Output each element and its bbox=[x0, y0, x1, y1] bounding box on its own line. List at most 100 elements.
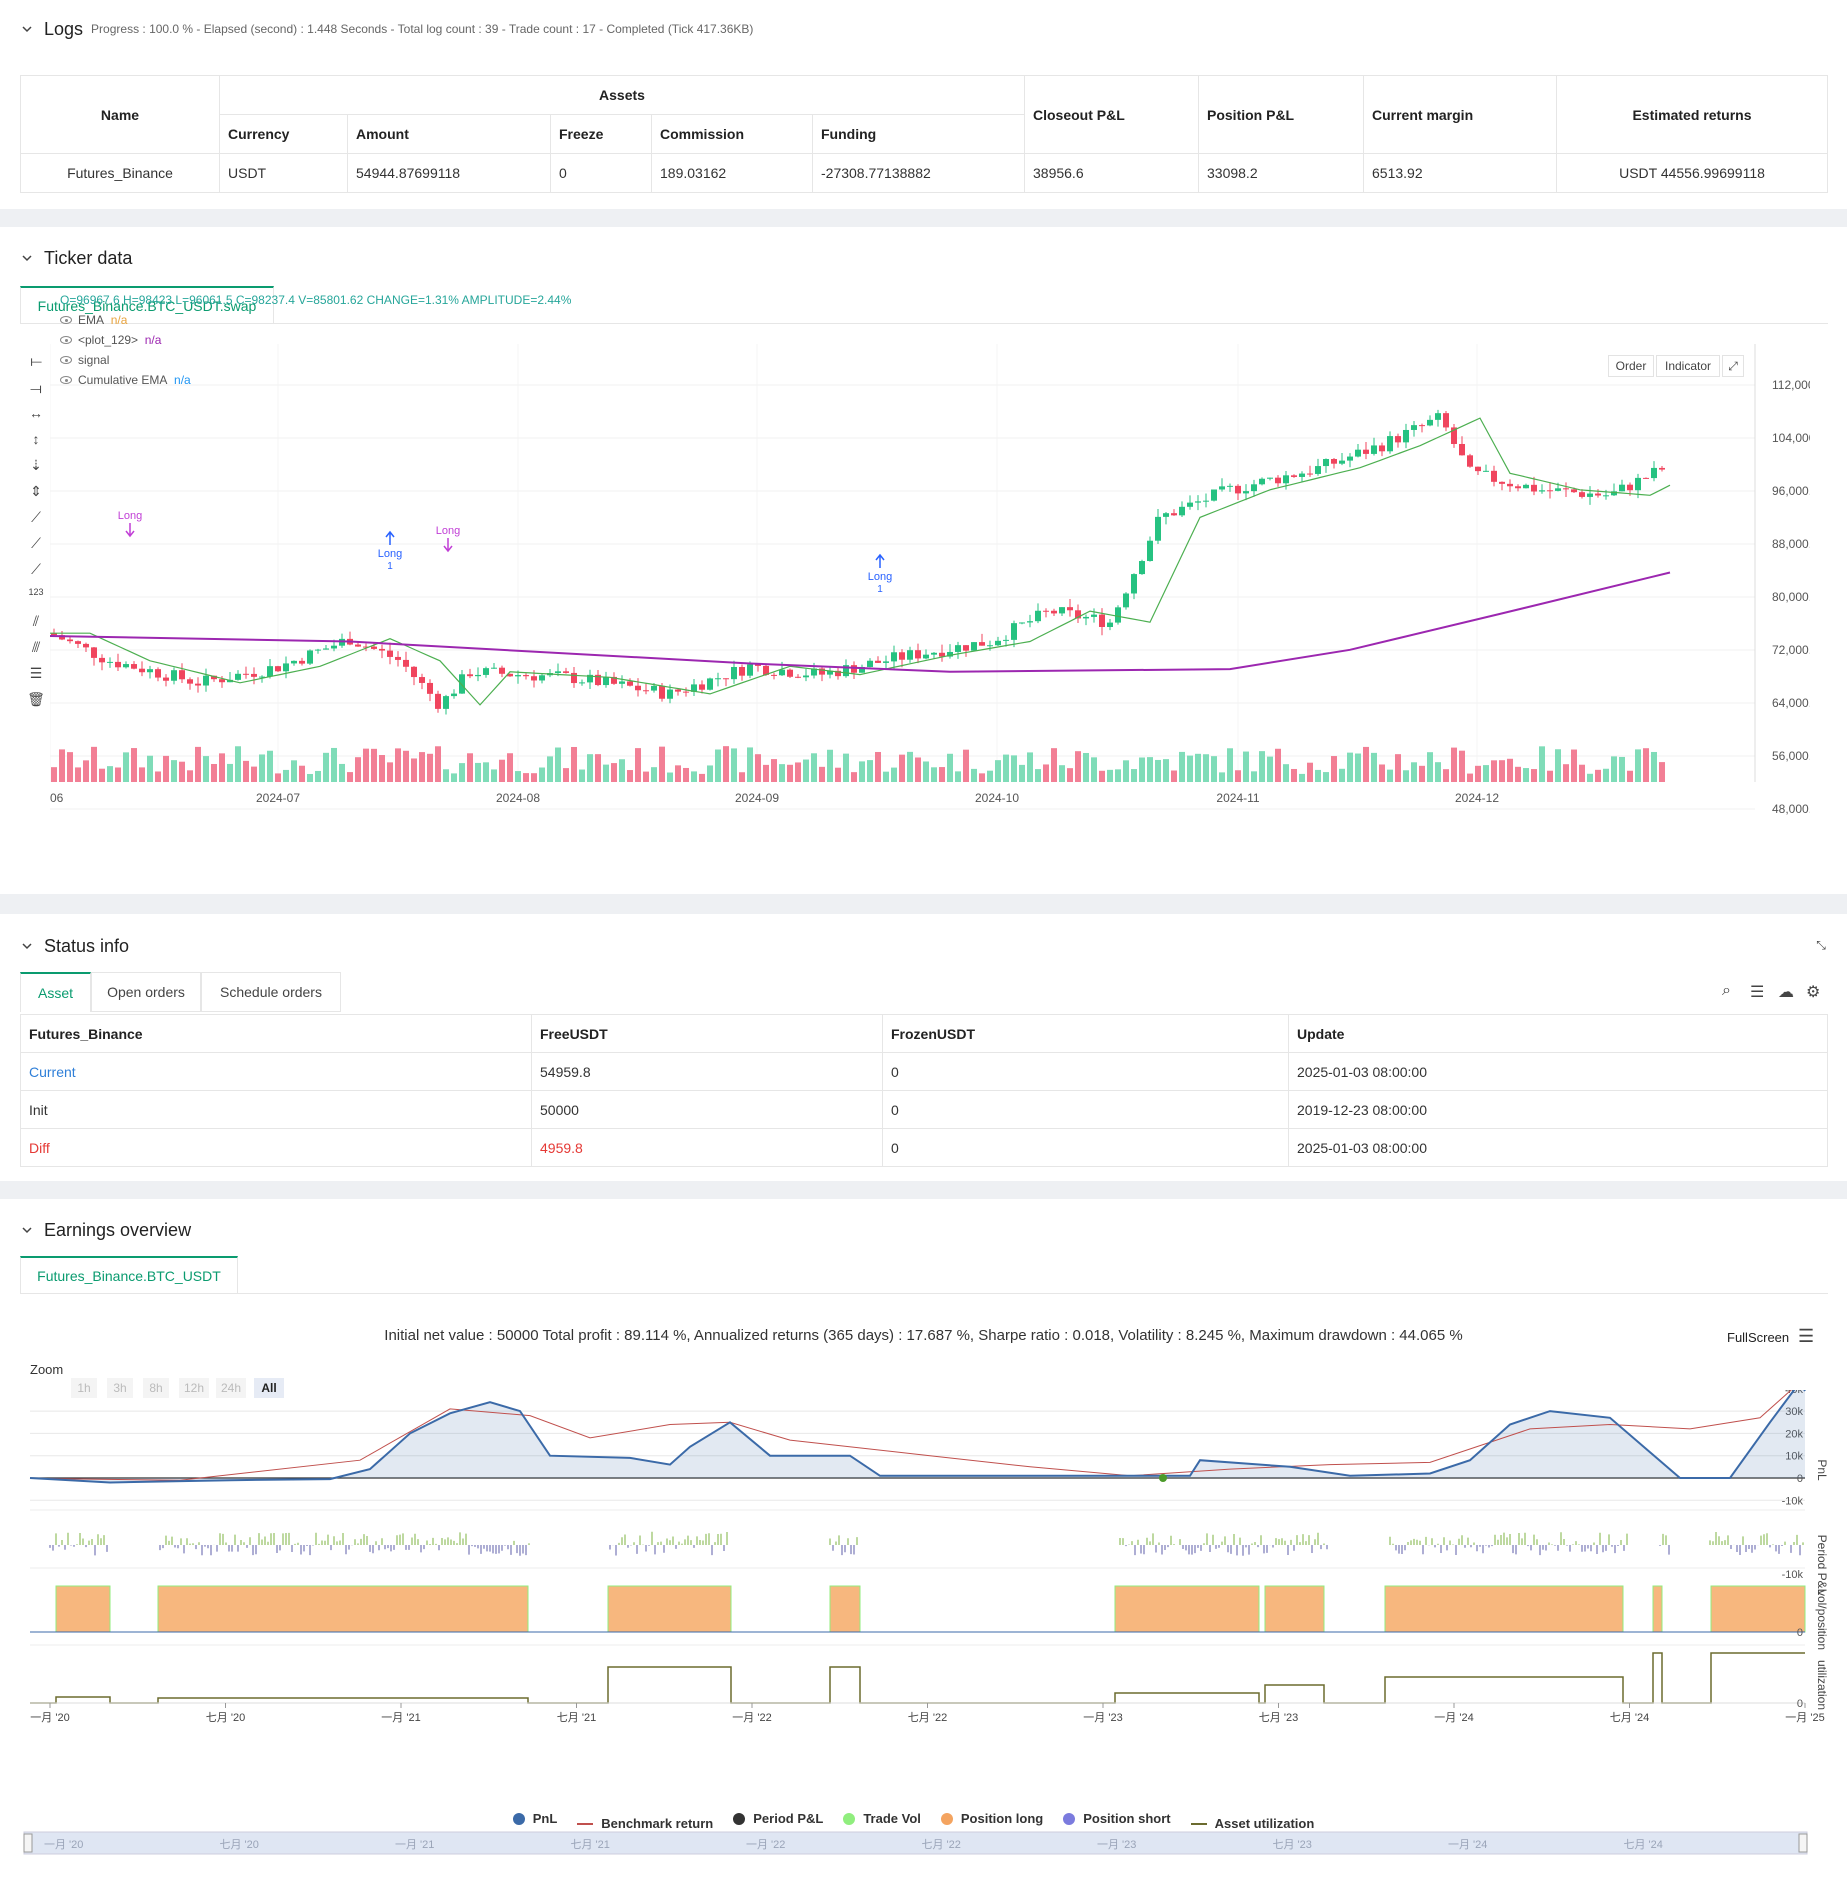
list-icon[interactable]: ☰ bbox=[1750, 984, 1765, 1001]
volume-bar bbox=[971, 768, 977, 782]
candle-body bbox=[411, 666, 417, 678]
volume-bar bbox=[1611, 756, 1617, 782]
volume-bar bbox=[1011, 755, 1017, 782]
volume-bar bbox=[435, 746, 441, 782]
col-name: Name bbox=[20, 75, 220, 154]
legend-ema[interactable]: EMA n/a bbox=[60, 313, 127, 327]
zoom-8h-button[interactable]: 8h bbox=[143, 1378, 169, 1398]
legend-item[interactable]: Trade Vol bbox=[843, 1811, 921, 1826]
indicator-button[interactable]: Indicator bbox=[1656, 355, 1720, 377]
ticker-header[interactable]: Ticker data bbox=[20, 247, 132, 269]
volume-bar bbox=[1307, 762, 1313, 782]
legend-item[interactable]: Benchmark return bbox=[577, 1816, 713, 1831]
candle-body bbox=[1227, 485, 1233, 487]
volume-bar bbox=[1603, 768, 1609, 782]
candle-body bbox=[1595, 493, 1601, 496]
chevron-down-icon[interactable] bbox=[20, 1223, 34, 1237]
trend-angle-icon[interactable]: ⟋ bbox=[31, 535, 41, 551]
volume-bar bbox=[1003, 754, 1009, 782]
volume-bar bbox=[1475, 765, 1481, 782]
zoom-3h-button[interactable]: 3h bbox=[107, 1378, 133, 1398]
legend-plot129[interactable]: <plot_129> n/a bbox=[60, 333, 161, 347]
eye-icon[interactable] bbox=[60, 336, 72, 344]
search-icon[interactable]: ⌕ bbox=[1722, 982, 1731, 999]
table-row: Diff 4959.8 0 2025-01-03 08:00:00 bbox=[20, 1128, 1828, 1167]
legend-item[interactable]: Position short bbox=[1063, 1811, 1171, 1826]
horizontal-line-icon[interactable]: ⟝ bbox=[30, 353, 42, 369]
trash-icon[interactable]: 🗑 bbox=[27, 691, 45, 707]
expand-icon[interactable]: ⤢ bbox=[1722, 355, 1744, 377]
menu-icon[interactable]: ☰ bbox=[1798, 1326, 1815, 1346]
volume-bar bbox=[203, 756, 209, 782]
candle-body bbox=[1483, 470, 1489, 472]
candlestick-chart[interactable]: 112,000.00 104,000.00 96,000.00 88,000.00 80… bbox=[50, 344, 1810, 844]
extended-line-icon[interactable]: ↔ bbox=[29, 405, 43, 421]
candle-body bbox=[363, 646, 369, 648]
candle-body bbox=[931, 652, 937, 655]
candle-body bbox=[1155, 516, 1161, 541]
cell-frozen: 0 bbox=[882, 1090, 1289, 1129]
legend-label: Asset utilization bbox=[1214, 1816, 1315, 1831]
volume-bar bbox=[699, 773, 705, 782]
vertical-line-icon[interactable]: ↕ bbox=[32, 431, 40, 447]
legend-item[interactable]: PnL bbox=[512, 1811, 557, 1826]
zoom-24h-button[interactable]: 24h bbox=[216, 1378, 246, 1398]
cloud-download-icon[interactable]: ☁ bbox=[1778, 984, 1794, 1001]
zoom-1h-button[interactable]: 1h bbox=[71, 1378, 97, 1398]
order-button[interactable]: Order bbox=[1608, 355, 1654, 377]
volume-bar bbox=[1347, 752, 1353, 782]
chevron-down-icon[interactable] bbox=[20, 22, 34, 36]
zoom-all-button[interactable]: All bbox=[254, 1378, 284, 1398]
vertical-segment-icon[interactable]: ⇣ bbox=[30, 457, 42, 473]
legend-cumulative-ema[interactable]: Cumulative EMA n/a bbox=[60, 373, 191, 387]
eye-icon[interactable] bbox=[60, 356, 72, 364]
navigator-right-handle bbox=[1798, 1833, 1808, 1853]
ray-icon[interactable]: ⟞ bbox=[30, 380, 42, 396]
col-frozen: FrozenUSDT bbox=[882, 1014, 1289, 1053]
legend-signal[interactable]: signal bbox=[60, 353, 109, 367]
gear-icon[interactable]: ⚙ bbox=[1806, 984, 1821, 1001]
cell-free: 4959.8 bbox=[531, 1128, 883, 1167]
candle-body bbox=[579, 682, 585, 684]
status-header[interactable]: Status info bbox=[20, 935, 129, 957]
utilization-line bbox=[30, 1652, 1805, 1704]
tab-earnings-symbol[interactable]: Futures_Binance.BTC_USDT bbox=[20, 1256, 238, 1294]
tab-asset[interactable]: Asset bbox=[20, 972, 91, 1012]
segment-icon[interactable]: ⟋ bbox=[31, 561, 41, 577]
zoom-12h-button[interactable]: 12h bbox=[179, 1378, 209, 1398]
navigator-tick-label: 一月 '24 bbox=[1448, 1839, 1487, 1851]
eye-icon[interactable] bbox=[60, 316, 72, 324]
candle-body bbox=[1075, 610, 1081, 619]
table-row: Futures_Binance USDT 54944.87699118 0 18… bbox=[20, 153, 1828, 193]
trend-line-icon[interactable]: ⟋ bbox=[31, 509, 41, 525]
legend-item[interactable]: Position long bbox=[940, 1811, 1043, 1826]
volume-bar bbox=[1043, 764, 1049, 782]
logs-header[interactable]: Logs Progress : 100.0 % - Elapsed (secon… bbox=[20, 18, 753, 40]
candle-body bbox=[1283, 475, 1289, 484]
volume-bar bbox=[1275, 748, 1281, 782]
chevron-down-icon[interactable] bbox=[20, 939, 34, 953]
legend-item[interactable]: Period P&L bbox=[733, 1811, 823, 1826]
price-label-icon[interactable]: 123 bbox=[28, 587, 44, 597]
fib-channel-icon[interactable]: ⫻ bbox=[31, 639, 41, 655]
eye-icon[interactable] bbox=[60, 376, 72, 384]
fullscreen-button[interactable]: FullScreen bbox=[1727, 1330, 1790, 1345]
tab-open-orders[interactable]: Open orders bbox=[91, 972, 201, 1012]
earnings-header[interactable]: Earnings overview bbox=[20, 1219, 191, 1241]
navigator-tick-label: 一月 '21 bbox=[395, 1839, 434, 1851]
pnl-tick-label: 20k bbox=[1785, 1428, 1803, 1440]
tab-schedule-orders[interactable]: Schedule orders bbox=[201, 972, 341, 1012]
fib-retracement-icon[interactable]: ☰ bbox=[29, 665, 43, 681]
candle-body bbox=[275, 666, 281, 672]
legend-item[interactable]: Asset utilization bbox=[1190, 1816, 1315, 1831]
parallel-channel-icon[interactable]: ⫽ bbox=[32, 613, 40, 629]
candle-body bbox=[83, 643, 89, 648]
col-returns: Estimated returns bbox=[1556, 75, 1828, 154]
collapse-icon[interactable]: ⤡ bbox=[1810, 934, 1832, 956]
chevron-down-icon[interactable] bbox=[20, 251, 34, 265]
volume-bar bbox=[1595, 769, 1601, 782]
navigator-bar bbox=[23, 1831, 1808, 1855]
vertical-arrow-icon[interactable]: ⇕ bbox=[30, 483, 42, 499]
volume-bar bbox=[1027, 752, 1033, 782]
